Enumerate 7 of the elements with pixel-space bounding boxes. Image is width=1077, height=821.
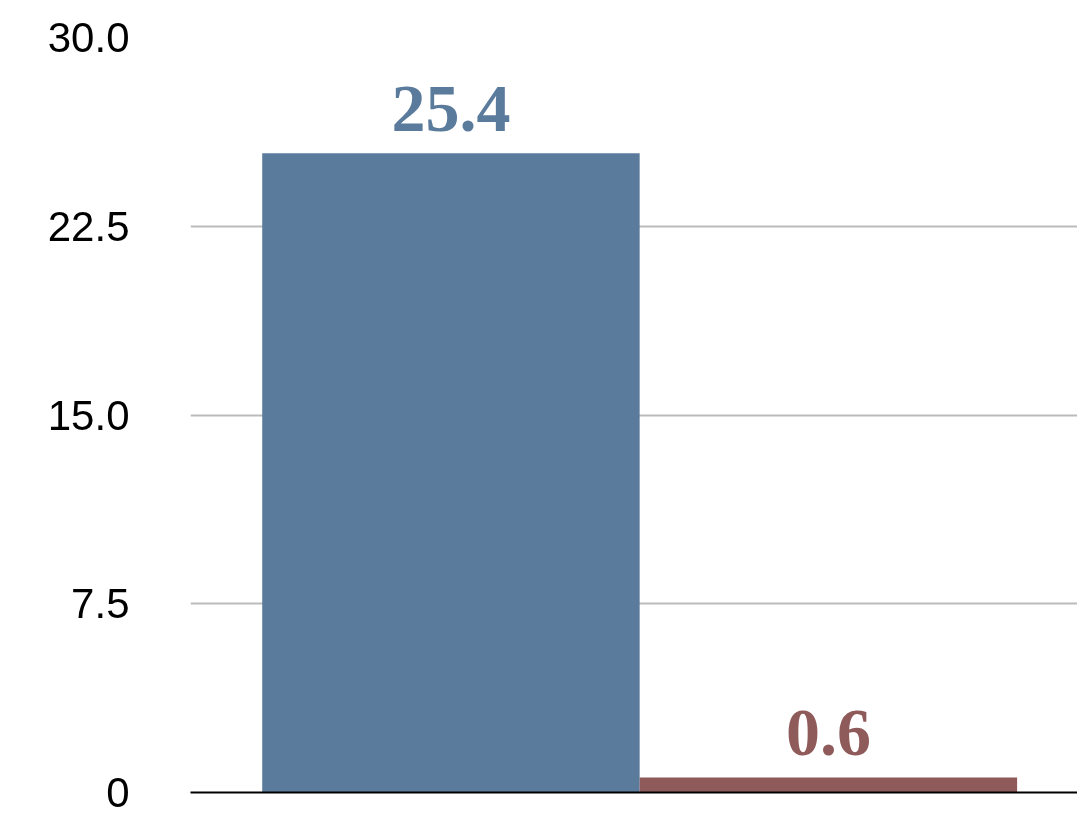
- y-tick-label: 15.0: [47, 391, 130, 439]
- y-tick-label: 30.0: [47, 14, 130, 61]
- y-tick-label: 0: [106, 769, 130, 816]
- y-tick-label: 22.5: [47, 202, 130, 250]
- y-tick-label: 7.5: [71, 580, 130, 628]
- data-label: 25.4: [391, 70, 511, 147]
- data-label: 0.6: [785, 694, 871, 771]
